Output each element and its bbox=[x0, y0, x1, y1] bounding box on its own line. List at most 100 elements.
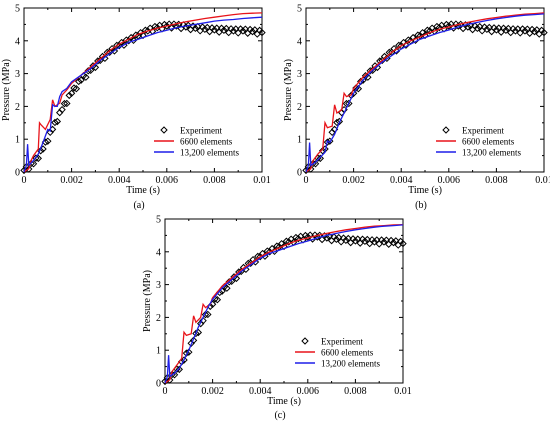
chart-panel: 0 0.002 0.004 0.006 0.008 0.01 0 1 2 3 4 5 Time (s) P… bbox=[283, 4, 550, 212]
legend-marker bbox=[442, 126, 450, 134]
data-point bbox=[51, 118, 59, 127]
series-13200-elements bbox=[23, 16, 263, 173]
data-point bbox=[84, 67, 92, 75]
data-point bbox=[540, 28, 548, 37]
data-point bbox=[25, 165, 33, 173]
x-tick-label: 0.006 bbox=[438, 175, 461, 186]
legend-label: 13,200 elements bbox=[462, 148, 521, 158]
y-tick-label: 0 bbox=[156, 379, 161, 390]
y-axis-label: Pressure (MPa) bbox=[142, 270, 153, 332]
y-tick-label: 2 bbox=[156, 313, 161, 324]
x-axis-label: Time (s) bbox=[126, 185, 160, 196]
y-tick-label: 5 bbox=[297, 4, 302, 15]
data-point bbox=[370, 238, 379, 246]
data-point bbox=[180, 356, 188, 364]
data-point bbox=[294, 234, 302, 243]
x-tick-label: 0.008 bbox=[485, 175, 508, 186]
data-point bbox=[175, 365, 183, 374]
series-13200-elements bbox=[305, 13, 545, 173]
data-point bbox=[220, 26, 228, 35]
data-point bbox=[77, 76, 85, 84]
chart-panel: 0 0.002 0.004 0.006 0.008 0.01 0 1 2 3 4 5 Time (s) P… bbox=[1, 4, 271, 212]
data-point bbox=[445, 22, 453, 30]
data-point bbox=[229, 27, 238, 35]
x-axis-label: Time (s) bbox=[408, 185, 442, 196]
data-point bbox=[139, 31, 147, 40]
data-point bbox=[342, 236, 350, 245]
legend-label: Experiment bbox=[180, 126, 222, 136]
data-point bbox=[380, 238, 388, 246]
data-point bbox=[354, 84, 363, 93]
x-tick-label: 0.004 bbox=[108, 175, 131, 186]
x-tick-label: 0.004 bbox=[390, 175, 413, 186]
data-point bbox=[316, 154, 324, 163]
x-tick-label: 0.008 bbox=[203, 175, 226, 186]
data-point bbox=[395, 41, 403, 50]
data-point bbox=[201, 310, 210, 319]
x-tick-label: 0.008 bbox=[344, 386, 367, 397]
legend-label: 6600 elements bbox=[321, 348, 374, 358]
data-point bbox=[385, 48, 394, 57]
data-point bbox=[67, 89, 76, 97]
legend-label: Experiment bbox=[321, 337, 363, 347]
data-point bbox=[335, 117, 344, 126]
series-6600-elements bbox=[164, 223, 404, 384]
x-tick-label: 0.004 bbox=[249, 386, 272, 397]
x-tick-label: 0.002 bbox=[342, 175, 365, 186]
data-point bbox=[492, 26, 501, 34]
data-point bbox=[75, 77, 83, 86]
x-tick-label: 0.002 bbox=[60, 175, 83, 186]
x-axis-label: Time (s) bbox=[267, 396, 301, 407]
legend-label: 6600 elements bbox=[180, 137, 233, 147]
data-point bbox=[201, 25, 209, 34]
x-tick-label: 0.006 bbox=[156, 175, 179, 186]
legend-label: 13,200 elements bbox=[180, 148, 239, 158]
data-point bbox=[530, 27, 539, 36]
data-point bbox=[129, 36, 138, 45]
data-point bbox=[70, 84, 78, 92]
data-point bbox=[82, 73, 90, 81]
data-point bbox=[318, 147, 327, 155]
y-tick-label: 1 bbox=[156, 346, 161, 357]
data-point bbox=[239, 27, 247, 35]
data-point bbox=[345, 99, 353, 108]
data-point bbox=[399, 239, 407, 248]
data-point bbox=[204, 310, 212, 319]
data-point bbox=[435, 23, 443, 32]
y-tick-label: 5 bbox=[156, 215, 161, 226]
legend-label: 13,200 elements bbox=[321, 359, 380, 369]
data-point bbox=[213, 295, 222, 304]
data-point bbox=[63, 99, 71, 108]
x-tick-label: 0.01 bbox=[253, 175, 271, 186]
data-point bbox=[351, 237, 360, 245]
panel-label: (c) bbox=[274, 410, 285, 421]
y-tick-label: 2 bbox=[15, 102, 20, 113]
x-tick-label: 0 bbox=[22, 175, 27, 186]
data-point bbox=[199, 316, 207, 325]
data-point bbox=[426, 27, 434, 35]
x-tick-label: 0 bbox=[163, 386, 168, 397]
data-point bbox=[44, 137, 52, 145]
data-point bbox=[333, 118, 341, 127]
legend-marker bbox=[160, 126, 168, 134]
legend-label: 6600 elements bbox=[462, 137, 515, 147]
data-point bbox=[464, 23, 472, 31]
y-tick-label: 2 bbox=[297, 102, 302, 113]
y-axis-label: Pressure (MPa) bbox=[283, 59, 294, 121]
data-point bbox=[361, 237, 369, 246]
legend-marker bbox=[301, 337, 309, 345]
x-tick-label: 0 bbox=[304, 175, 309, 186]
y-tick-label: 1 bbox=[297, 135, 302, 146]
data-point bbox=[53, 117, 62, 126]
legend-label: Experiment bbox=[462, 126, 504, 136]
data-point bbox=[404, 36, 413, 44]
y-tick-label: 4 bbox=[297, 36, 302, 47]
data-point bbox=[223, 284, 231, 292]
data-point bbox=[192, 329, 200, 338]
panel-label: (b) bbox=[415, 200, 427, 211]
x-tick-label: 0.006 bbox=[297, 386, 320, 397]
y-tick-label: 3 bbox=[15, 69, 20, 80]
x-tick-label: 0.01 bbox=[394, 386, 412, 397]
